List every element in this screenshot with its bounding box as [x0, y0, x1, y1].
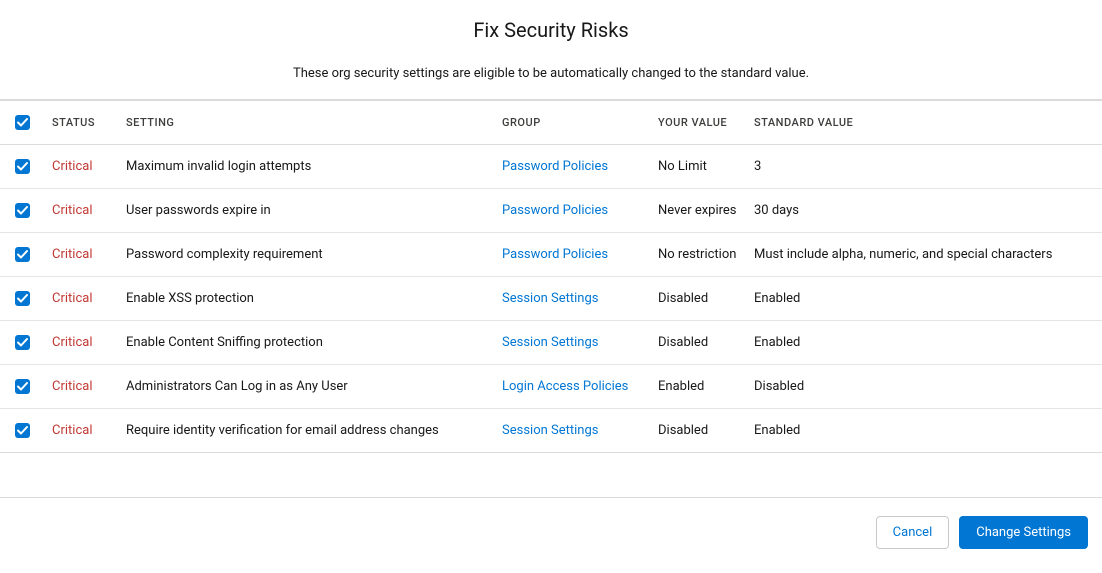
group-link[interactable]: Password Policies [502, 159, 608, 174]
row-group-cell: Password Policies [494, 145, 650, 189]
row-checkbox[interactable] [15, 203, 30, 218]
select-all-header [0, 101, 44, 145]
row-standard-value: Enabled [746, 277, 1102, 321]
row-group-cell: Password Policies [494, 233, 650, 277]
row-checkbox-cell [0, 189, 44, 233]
table-row: CriticalRequire identity verification fo… [0, 409, 1102, 453]
row-group-cell: Session Settings [494, 321, 650, 365]
table-row: CriticalUser passwords expire in Password… [0, 189, 1102, 233]
col-setting-header: SETTING [118, 101, 494, 145]
row-checkbox-cell [0, 365, 44, 409]
row-checkbox[interactable] [15, 159, 30, 174]
row-status: Critical [44, 189, 118, 233]
table-row: CriticalEnable Content Sniffing protecti… [0, 321, 1102, 365]
row-group-cell: Session Settings [494, 277, 650, 321]
row-checkbox-cell [0, 277, 44, 321]
row-standard-value: Enabled [746, 409, 1102, 453]
change-settings-button[interactable]: Change Settings [959, 516, 1088, 549]
row-status: Critical [44, 409, 118, 453]
col-status-header: STATUS [44, 101, 118, 145]
row-your-value: No Limit [650, 145, 746, 189]
row-setting: User passwords expire in [118, 189, 494, 233]
table-header-row: STATUS SETTING GROUP YOUR VALUE STANDARD… [0, 101, 1102, 145]
row-standard-value: Disabled [746, 365, 1102, 409]
check-icon [17, 381, 28, 392]
row-setting: Password complexity requirement [118, 233, 494, 277]
row-your-value: No restriction [650, 233, 746, 277]
table-row: CriticalAdministrators Can Log in as Any… [0, 365, 1102, 409]
row-group-cell: Login Access Policies [494, 365, 650, 409]
row-checkbox[interactable] [15, 335, 30, 350]
row-group-cell: Password Policies [494, 189, 650, 233]
select-all-checkbox[interactable] [15, 115, 30, 130]
row-setting: Maximum invalid login attempts [118, 145, 494, 189]
col-stdvalue-header: STANDARD VALUE [746, 101, 1102, 145]
check-icon [17, 117, 28, 128]
row-checkbox[interactable] [15, 247, 30, 262]
table-row: CriticalMaximum invalid login attempts Pa… [0, 145, 1102, 189]
table-row: CriticalPassword complexity requirement P… [0, 233, 1102, 277]
row-your-value: Disabled [650, 277, 746, 321]
row-status: Critical [44, 145, 118, 189]
row-checkbox[interactable] [15, 291, 30, 306]
row-status: Critical [44, 233, 118, 277]
table-row: CriticalEnable XSS protection Session Set… [0, 277, 1102, 321]
row-checkbox-cell [0, 409, 44, 453]
page-subtitle: These org security settings are eligible… [0, 66, 1102, 81]
row-group-cell: Session Settings [494, 409, 650, 453]
check-icon [17, 249, 28, 260]
row-status: Critical [44, 321, 118, 365]
cancel-button[interactable]: Cancel [876, 516, 950, 549]
row-setting: Enable Content Sniffing protection [118, 321, 494, 365]
row-standard-value: Enabled [746, 321, 1102, 365]
row-checkbox-cell [0, 145, 44, 189]
group-link[interactable]: Session Settings [502, 335, 598, 350]
row-setting: Administrators Can Log in as Any User [118, 365, 494, 409]
row-checkbox[interactable] [15, 423, 30, 438]
row-setting: Enable XSS protection [118, 277, 494, 321]
settings-table-wrap: STATUS SETTING GROUP YOUR VALUE STANDARD… [0, 99, 1102, 453]
row-status: Critical [44, 277, 118, 321]
check-icon [17, 425, 28, 436]
dialog-header: Fix Security Risks [0, 0, 1102, 48]
settings-table: STATUS SETTING GROUP YOUR VALUE STANDARD… [0, 101, 1102, 452]
group-link[interactable]: Password Policies [502, 247, 608, 262]
row-setting: Require identity verification for email … [118, 409, 494, 453]
col-yourvalue-header: YOUR VALUE [650, 101, 746, 145]
check-icon [17, 161, 28, 172]
row-standard-value: 3 [746, 145, 1102, 189]
row-status: Critical [44, 365, 118, 409]
group-link[interactable]: Session Settings [502, 423, 598, 438]
check-icon [17, 337, 28, 348]
row-checkbox-cell [0, 321, 44, 365]
row-your-value: Enabled [650, 365, 746, 409]
group-link[interactable]: Session Settings [502, 291, 598, 306]
dialog-footer: Cancel Change Settings [0, 497, 1102, 567]
row-checkbox[interactable] [15, 379, 30, 394]
row-standard-value: Must include alpha, numeric, and special… [746, 233, 1102, 277]
row-standard-value: 30 days [746, 189, 1102, 233]
row-checkbox-cell [0, 233, 44, 277]
check-icon [17, 293, 28, 304]
page-title: Fix Security Risks [0, 18, 1102, 42]
col-group-header: GROUP [494, 101, 650, 145]
group-link[interactable]: Password Policies [502, 203, 608, 218]
row-your-value: Disabled [650, 409, 746, 453]
group-link[interactable]: Login Access Policies [502, 379, 628, 394]
row-your-value: Disabled [650, 321, 746, 365]
check-icon [17, 205, 28, 216]
row-your-value: Never expires [650, 189, 746, 233]
